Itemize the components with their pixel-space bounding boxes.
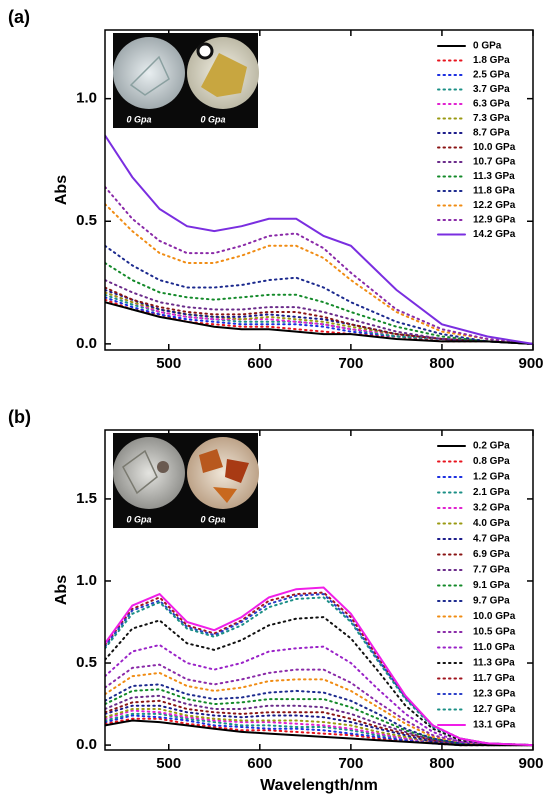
y-tick-label: 0.0 (76, 736, 97, 753)
legend-label: 11.3 GPa (473, 171, 515, 182)
legend-label: 11.8 GPa (473, 186, 515, 197)
legend-label: 12.7 GPa (473, 704, 516, 715)
panel-label: (a) (8, 7, 30, 27)
series-line (105, 291, 533, 345)
x-tick-label: 800 (429, 355, 454, 372)
series-line (105, 683, 533, 747)
legend-label: 12.9 GPa (473, 215, 516, 226)
legend-label: 2.1 GPa (473, 487, 510, 498)
series-line (105, 643, 533, 747)
legend-label: 7.7 GPa (473, 565, 510, 576)
y-tick-label: 0.0 (76, 335, 97, 352)
legend-label: 7.3 GPa (473, 113, 510, 124)
inset-caption: 0 Gpa (126, 514, 151, 524)
series-line (105, 244, 533, 345)
series-line (105, 694, 533, 747)
x-axis-label: Wavelength/nm (260, 777, 378, 794)
series-line (105, 663, 533, 747)
legend-label: 4.7 GPa (473, 534, 510, 545)
legend-label: 0.8 GPa (473, 456, 510, 467)
legend-label: 14.2 GPa (473, 229, 516, 240)
y-tick-label: 1.0 (76, 572, 97, 589)
x-tick-label: 900 (518, 355, 543, 372)
inset-caption: 0 Gpa (126, 114, 151, 124)
legend-label: 1.2 GPa (473, 472, 510, 483)
x-tick-label: 800 (429, 755, 454, 772)
inset-crystal (225, 459, 249, 483)
inset-crystal (122, 449, 158, 495)
inset-crystal (199, 449, 223, 473)
y-axis-label: Abs (53, 175, 70, 205)
legend-label: 9.1 GPa (473, 580, 510, 591)
legend-label: 11.3 GPa (473, 658, 515, 669)
series-line (105, 185, 533, 345)
legend-label: 0 GPa (473, 41, 502, 52)
legend-label: 13.1 GPa (473, 720, 516, 731)
legend-label: 10.0 GPa (473, 142, 516, 153)
legend-label: 10.0 GPa (473, 611, 516, 622)
y-axis-label: Abs (53, 575, 70, 605)
legend-label: 10.5 GPa (473, 627, 516, 638)
series-line (105, 301, 533, 345)
legend-label: 11.0 GPa (473, 642, 515, 653)
series-line (105, 671, 533, 747)
legend-label: 9.7 GPa (473, 596, 510, 607)
series-line (105, 296, 533, 345)
series-line (105, 616, 533, 747)
inset-view (113, 37, 185, 109)
x-tick-label: 900 (518, 755, 543, 772)
legend-label: 2.5 GPa (473, 70, 510, 81)
x-tick-label: 600 (247, 355, 272, 372)
plot-frame (104, 429, 534, 751)
series-line (105, 719, 533, 747)
legend-label: 3.7 GPa (473, 84, 510, 95)
legend-label: 6.9 GPa (473, 549, 510, 560)
series-line (105, 279, 533, 345)
legend-label: 12.3 GPa (473, 689, 516, 700)
x-tick-label: 500 (156, 355, 181, 372)
legend-label: 3.2 GPa (473, 503, 510, 514)
panel-label: (b) (8, 407, 31, 427)
legend-label: 4.0 GPa (473, 518, 510, 529)
legend-label: 0.2 GPa (473, 441, 510, 452)
inset-ruby (196, 42, 214, 60)
legend-label: 11.7 GPa (473, 673, 515, 684)
x-tick-label: 700 (338, 355, 363, 372)
x-tick-label: 500 (156, 755, 181, 772)
series-line (105, 262, 533, 345)
series-line (105, 298, 533, 345)
series-line (105, 586, 533, 747)
legend-label: 1.8 GPa (473, 55, 510, 66)
y-tick-label: 0.5 (76, 654, 97, 671)
series-line (105, 596, 533, 747)
inset-view (113, 437, 185, 509)
inset-ruby (157, 461, 169, 473)
legend-label: 12.2 GPa (473, 200, 516, 211)
x-tick-label: 700 (338, 755, 363, 772)
series-line (105, 134, 533, 345)
inset-crystal (201, 53, 247, 97)
inset-crystal (213, 487, 237, 503)
plot-frame (104, 29, 534, 351)
y-tick-label: 0.5 (76, 212, 97, 229)
x-tick-label: 600 (247, 755, 272, 772)
inset-caption: 0 Gpa (200, 514, 225, 524)
inset-caption: 0 Gpa (200, 114, 225, 124)
series-line (105, 203, 533, 345)
legend-label: 10.7 GPa (473, 157, 516, 168)
legend-label: 6.3 GPa (473, 99, 510, 110)
y-tick-label: 1.5 (76, 490, 97, 507)
inset-crystal (129, 55, 170, 96)
y-tick-label: 1.0 (76, 90, 97, 107)
legend-label: 8.7 GPa (473, 128, 510, 139)
